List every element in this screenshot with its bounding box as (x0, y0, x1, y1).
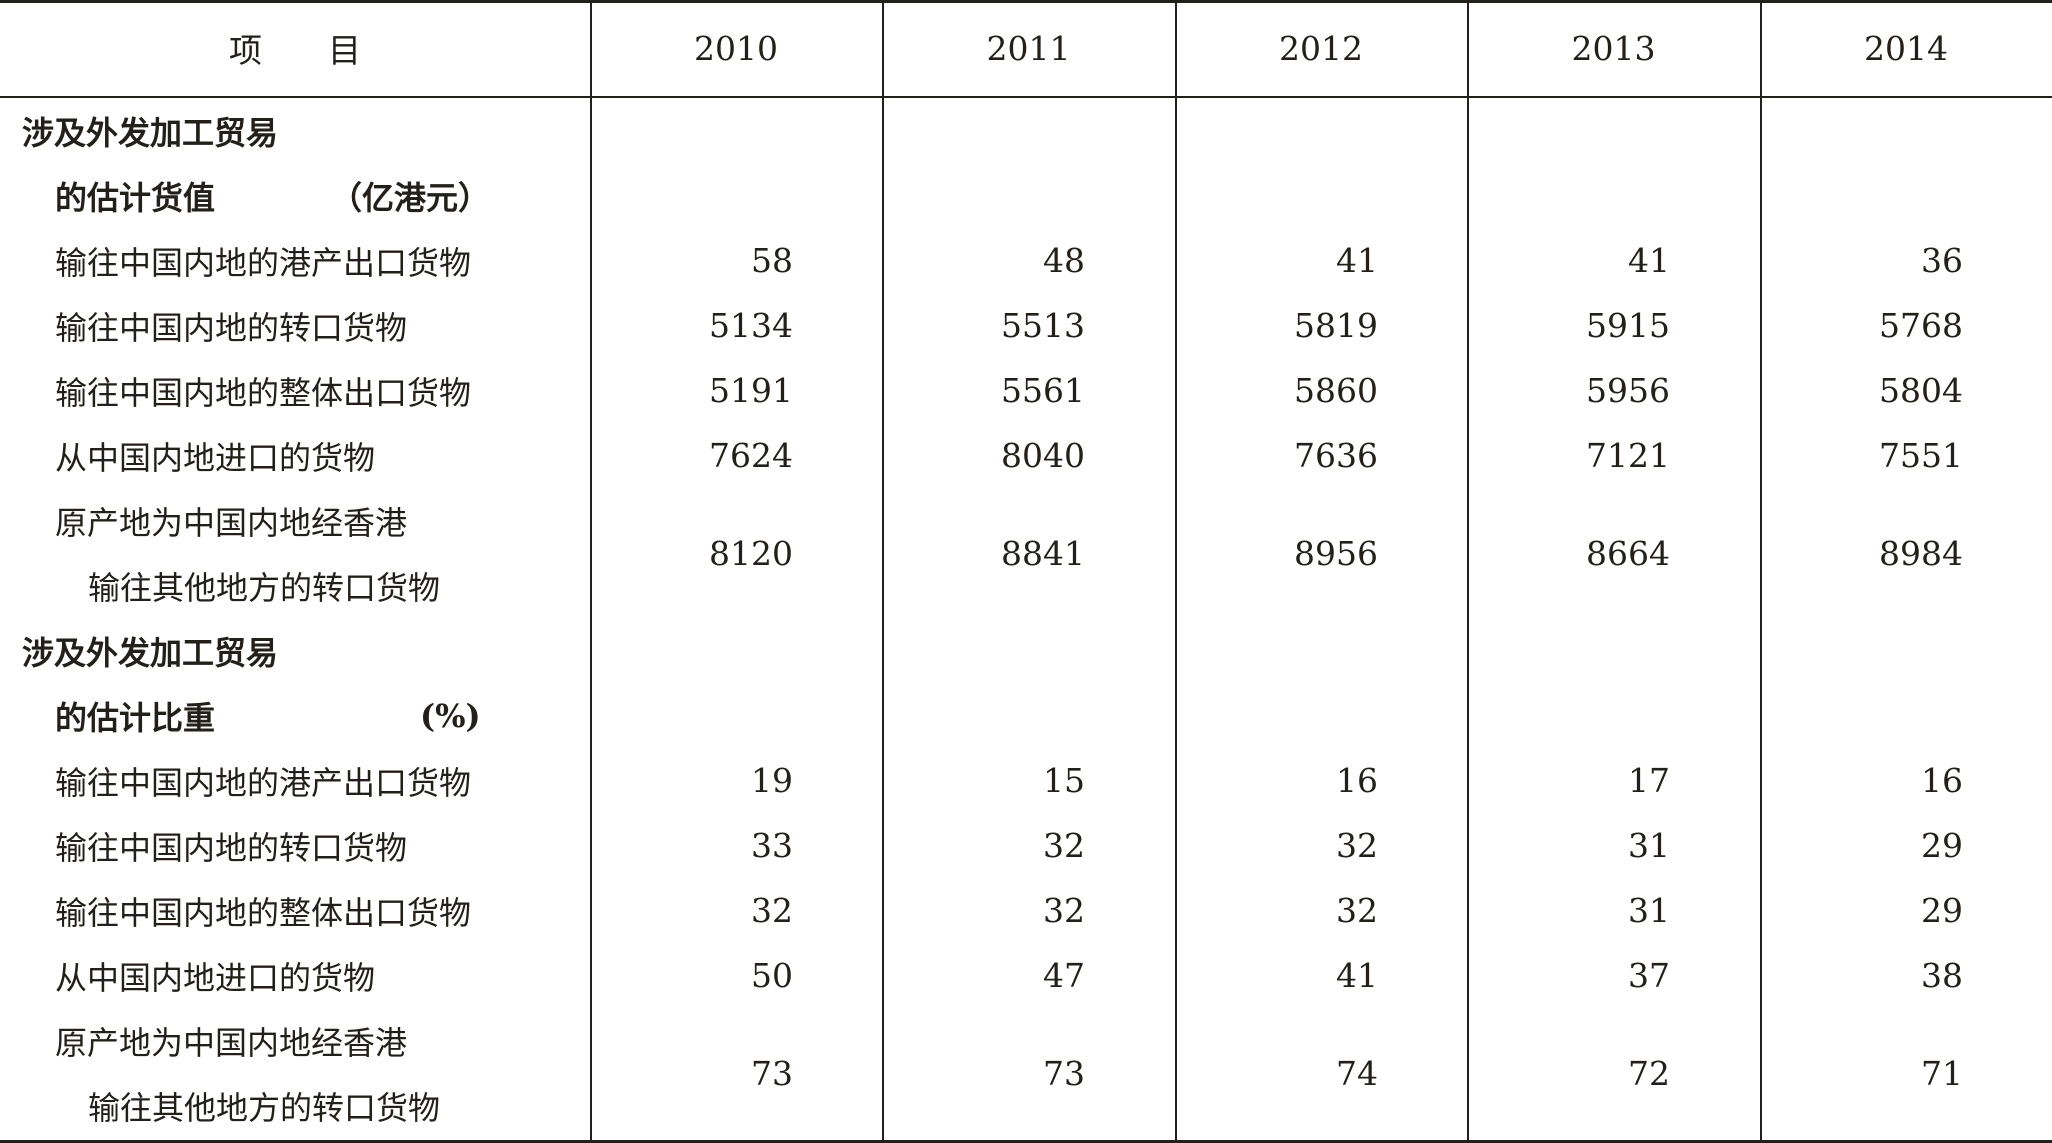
row-label: 输往其他地方的转口货物 (88, 568, 441, 607)
table-cell: 8664 (1586, 533, 1670, 573)
header-year: 2010 (694, 28, 778, 68)
row-label: 输往中国内地的港产出口货物 (55, 243, 472, 282)
table-cell: 32 (751, 891, 793, 930)
table-cell: 31 (1628, 891, 1670, 930)
table-cell: 5956 (1586, 371, 1670, 410)
table-cell: 7636 (1294, 436, 1378, 475)
section-unit: (%) (420, 696, 481, 735)
table-cell: 5561 (1001, 371, 1085, 410)
row-label: 输往中国内地的整体出口货物 (55, 373, 472, 412)
table-cell: 50 (751, 956, 793, 995)
table-cell: 32 (1043, 826, 1085, 865)
column-divider (590, 0, 592, 1140)
table-cell: 19 (751, 761, 793, 800)
table-cell: 32 (1336, 891, 1378, 930)
top-rule (0, 0, 2052, 3)
header-year: 2012 (1279, 28, 1363, 68)
table-cell: 5915 (1586, 306, 1670, 345)
table-cell: 5768 (1879, 306, 1963, 345)
table-cell: 16 (1336, 761, 1378, 800)
table-cell: 8841 (1001, 533, 1085, 573)
table-cell: 71 (1921, 1053, 1963, 1093)
table-cell: 37 (1628, 956, 1670, 995)
table-cell: 32 (1043, 891, 1085, 930)
table-cell: 15 (1043, 761, 1085, 800)
table-cell: 17 (1628, 761, 1670, 800)
table-cell: 36 (1921, 241, 1963, 280)
table-cell: 41 (1336, 241, 1378, 280)
row-label: 原产地为中国内地经香港 (55, 1023, 408, 1062)
column-divider (1467, 0, 1469, 1140)
row-label: 输往中国内地的转口货物 (55, 828, 408, 867)
section-title: 涉及外发加工贸易 (22, 113, 279, 152)
table-cell: 5191 (709, 371, 793, 410)
table-cell: 73 (1043, 1053, 1085, 1093)
section-subtitle: 的估计货值 (55, 178, 216, 217)
header-rule (0, 96, 2052, 98)
table-cell: 32 (1336, 826, 1378, 865)
table-cell: 31 (1628, 826, 1670, 865)
table-cell: 5819 (1294, 306, 1378, 345)
table-cell: 5804 (1879, 371, 1963, 410)
table-cell: 41 (1336, 956, 1378, 995)
table-cell: 7121 (1586, 436, 1670, 475)
table-cell: 5860 (1294, 371, 1378, 410)
row-label: 原产地为中国内地经香港 (55, 503, 408, 542)
table-cell: 41 (1628, 241, 1670, 280)
table-cell: 5134 (709, 306, 793, 345)
table-cell: 8120 (709, 533, 793, 573)
table-cell: 8040 (1001, 436, 1085, 475)
row-label: 输往其他地方的转口货物 (88, 1088, 441, 1127)
row-label: 从中国内地进口的货物 (55, 438, 376, 477)
table-cell: 58 (751, 241, 793, 280)
table-cell: 72 (1628, 1053, 1670, 1093)
table-cell: 29 (1921, 891, 1963, 930)
table-cell: 33 (751, 826, 793, 865)
table-cell: 7624 (709, 436, 793, 475)
column-divider (882, 0, 884, 1140)
section-subtitle: 的估计比重 (55, 698, 216, 737)
table-cell: 48 (1043, 241, 1085, 280)
column-divider (1760, 0, 1762, 1140)
table-cell: 5513 (1001, 306, 1085, 345)
header-year: 2014 (1864, 28, 1948, 68)
table-cell: 29 (1921, 826, 1963, 865)
table-cell: 47 (1043, 956, 1085, 995)
header-year: 2011 (986, 28, 1071, 68)
header-year: 2013 (1571, 28, 1656, 68)
table-cell: 7551 (1879, 436, 1963, 475)
row-label: 输往中国内地的整体出口货物 (55, 893, 472, 932)
column-divider (1175, 0, 1177, 1140)
table-cell: 8984 (1879, 533, 1963, 573)
header-item: 项 目 (229, 31, 361, 70)
section-unit: （亿港元） (330, 178, 491, 217)
table-cell: 74 (1336, 1053, 1378, 1093)
row-label: 从中国内地进口的货物 (55, 958, 376, 997)
row-label: 输往中国内地的港产出口货物 (55, 763, 472, 802)
table-cell: 8956 (1294, 533, 1378, 573)
row-label: 输往中国内地的转口货物 (55, 308, 408, 347)
table-cell: 16 (1921, 761, 1963, 800)
section-title: 涉及外发加工贸易 (22, 633, 279, 672)
table-cell: 38 (1921, 956, 1963, 995)
table-cell: 73 (751, 1053, 793, 1093)
